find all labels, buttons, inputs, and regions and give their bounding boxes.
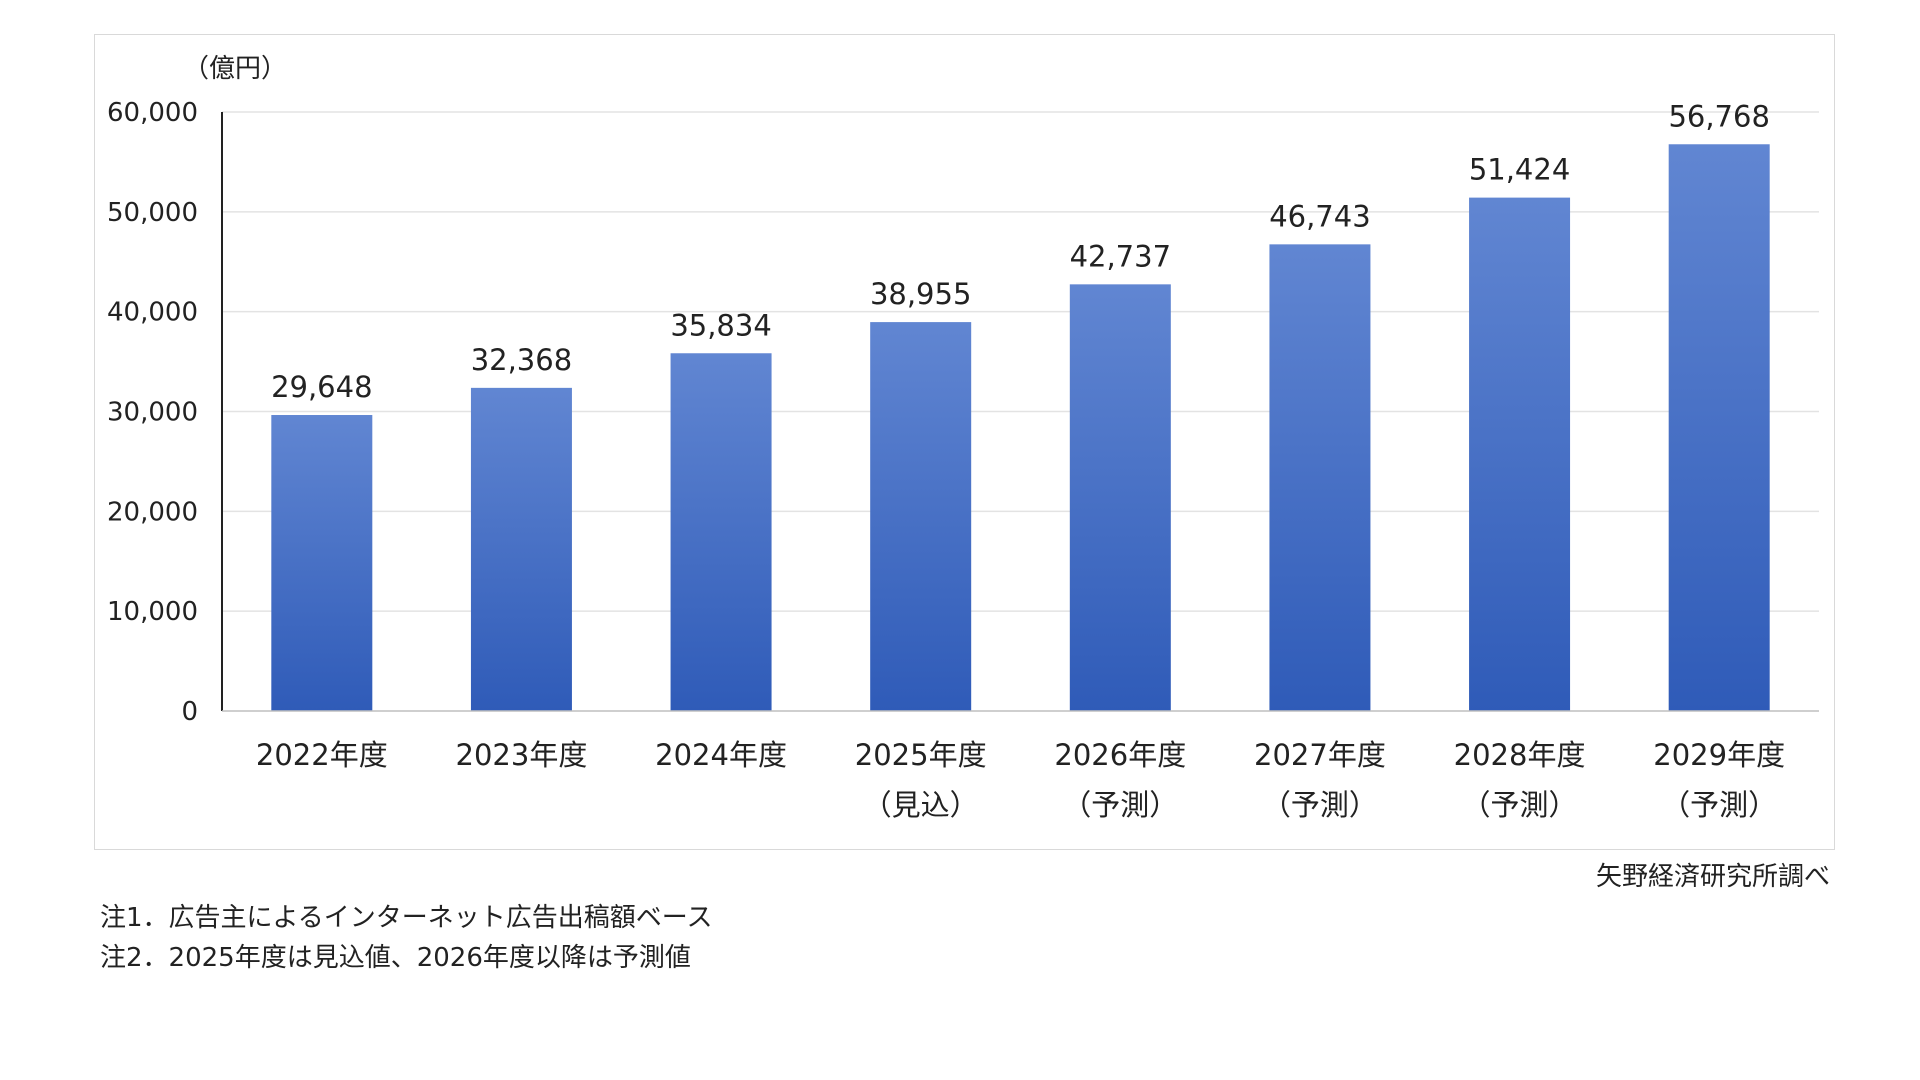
bar [870,322,972,711]
bars [271,144,1770,712]
x-tick-sublabel: （予測） [1661,788,1777,822]
y-tick-label: 60,000 [107,98,198,128]
y-tick-label: 0 [181,697,198,727]
notes: 注1．広告主によるインターネット広告出稿額ベース 注2．2025年度は見込値、2… [100,898,712,978]
axes [221,112,1819,712]
note-1: 注1．広告主によるインターネット広告出稿額ベース [100,903,713,933]
bar [1668,144,1770,712]
grid-lines [222,111,1819,612]
bar [670,353,772,711]
x-tick-label: 2022年度 [256,738,388,772]
x-tick-label: 2023年度 [456,738,588,772]
bar [1469,197,1571,711]
x-tick-sublabel: （見込） [863,788,979,822]
data-label: 32,368 [471,343,572,377]
x-tick-label: 2029年度 [1653,738,1785,772]
x-tick-sublabel: （予測） [1062,788,1178,822]
y-tick-label: 30,000 [107,398,198,428]
x-tick-label: 2027年度 [1254,738,1386,772]
data-label: 38,955 [870,277,971,311]
bar [470,387,572,711]
y-tick-label: 20,000 [107,497,198,527]
x-tick-sublabel: （予測） [1462,788,1578,822]
bar [1069,284,1171,711]
x-tick-label: 2028年度 [1454,738,1586,772]
x-tick-label: 2025年度 [855,738,987,772]
y-tick-label: 40,000 [107,298,198,328]
bar-chart: （億円） 0 10,000 20,000 30,000 40,000 50,000 60,0… [107,54,1819,822]
x-tick-labels: 2022年度 2023年度 2024年度 2025年度 （見込） 2026年度 （予測） 20… [256,738,1785,822]
chart-frame: （億円） 0 10,000 20,000 30,000 40,000 50,000 60,0… [94,34,1835,850]
data-label: 29,648 [271,370,372,404]
y-tick-labels: 0 10,000 20,000 30,000 40,000 50,000 60,000 [107,98,198,727]
source-credit: 矢野経済研究所調べ [1595,862,1830,892]
data-label: 35,834 [670,308,771,342]
y-axis-unit-label: （億円） [183,54,287,84]
data-labels: 29,648 32,368 35,834 38,955 42,737 46,743 51,4… [271,99,1770,404]
data-label: 56,768 [1668,99,1769,133]
data-label: 46,743 [1269,199,1370,233]
data-label: 42,737 [1070,239,1171,273]
data-label: 51,424 [1469,153,1570,187]
y-tick-label: 50,000 [107,198,198,228]
x-tick-label: 2024年度 [655,738,787,772]
x-tick-label: 2026年度 [1054,738,1186,772]
note-2: 注2．2025年度は見込値、2026年度以降は予測値 [100,943,691,973]
y-tick-label: 10,000 [107,597,198,627]
x-tick-sublabel: （予測） [1262,788,1378,822]
bar [271,415,373,711]
bar [1269,244,1371,711]
